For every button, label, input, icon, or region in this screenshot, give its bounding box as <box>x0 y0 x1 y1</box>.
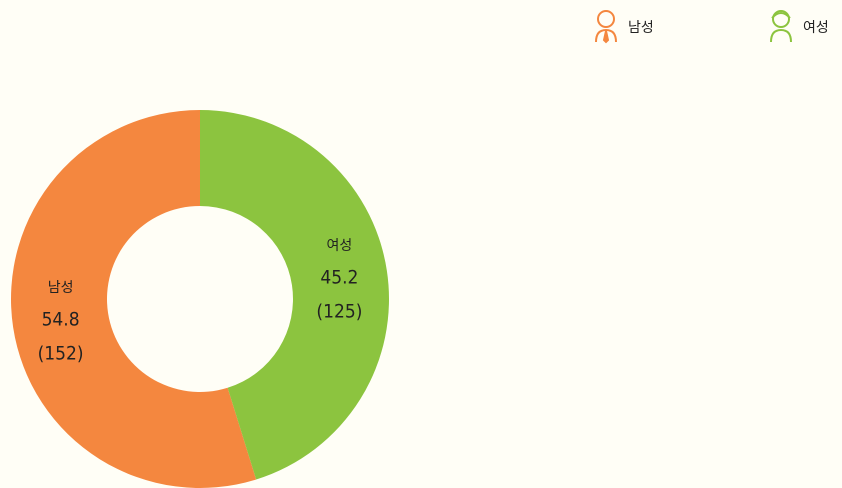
legend-icon-female <box>770 10 792 43</box>
legend-icon-male <box>595 10 617 44</box>
segment-category-label: 남성 <box>48 280 74 296</box>
segment-category-label: 여성 <box>327 238 353 254</box>
legend-label: 여성 <box>803 20 829 36</box>
segment-value-label: 45.2 <box>320 266 358 288</box>
segment-count-label: (125) <box>316 300 362 322</box>
donut-segment <box>10 110 257 488</box>
segment-count-label: (152) <box>38 343 84 365</box>
legend-label: 남성 <box>628 20 654 36</box>
donut-segment <box>200 109 389 480</box>
segment-value-label: 54.8 <box>42 309 80 331</box>
